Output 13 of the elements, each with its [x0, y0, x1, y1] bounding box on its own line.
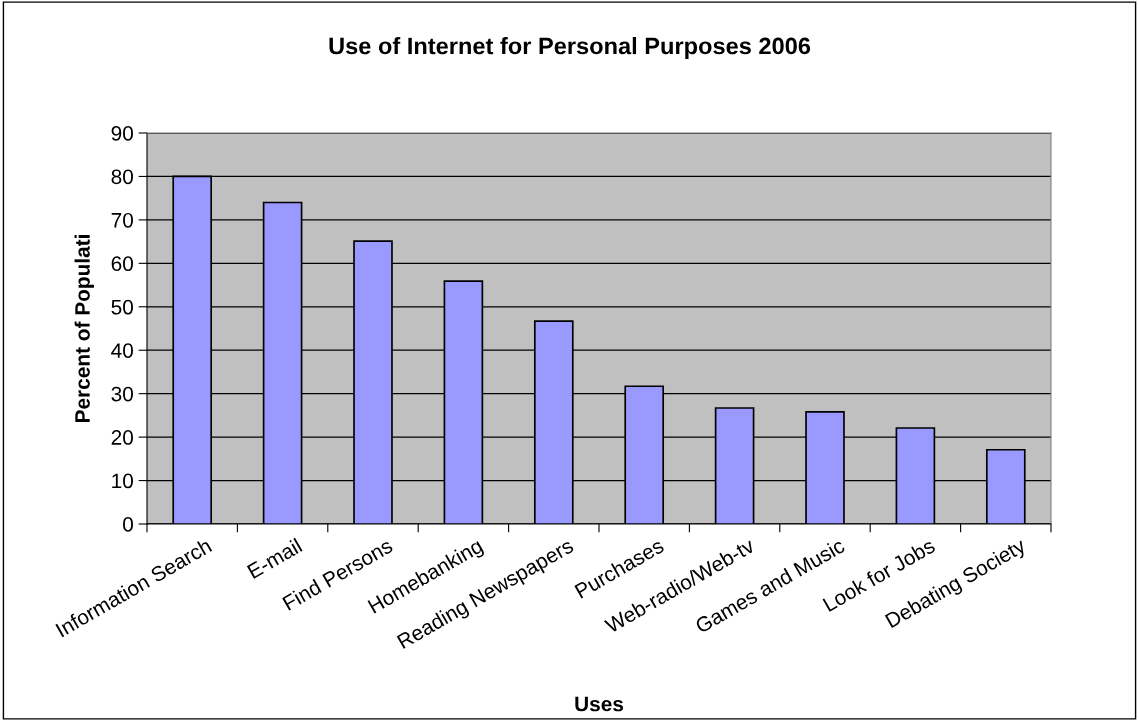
y-tick-label: 10 — [112, 473, 133, 489]
x-axis-title: Uses — [575, 696, 624, 712]
y-tick-label: 50 — [111, 299, 133, 315]
y-tick-label: 80 — [111, 169, 133, 185]
y-tick-label: 60 — [111, 256, 133, 272]
y-tick-label: 20 — [111, 430, 133, 445]
y-axis-title: Percent of Populati — [74, 235, 94, 423]
y-tick-label: 0 — [123, 517, 133, 532]
y-tick-label: 40 — [111, 343, 133, 358]
chart-title: Use of Internet for Personal Purposes 2006 — [329, 37, 811, 60]
y-tick-label: 90 — [111, 126, 133, 141]
y-tick-label: 30 — [111, 386, 133, 402]
y-tick-label: 70 — [111, 212, 133, 228]
